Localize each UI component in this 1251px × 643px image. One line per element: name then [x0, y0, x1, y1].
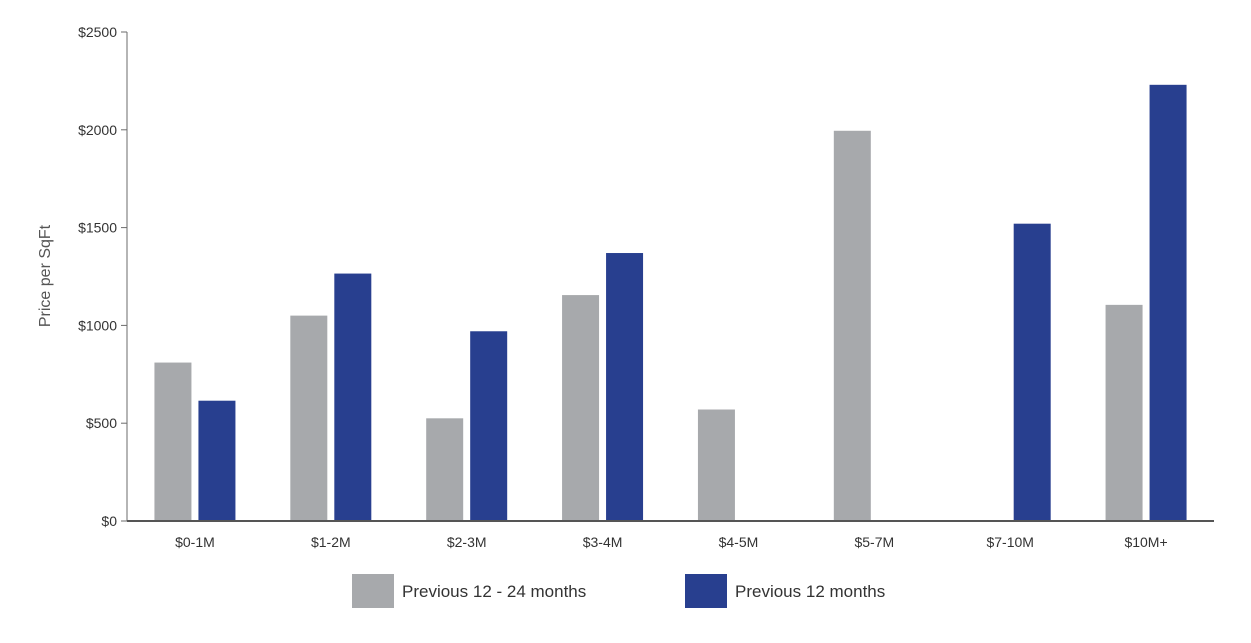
bar-0-1m-series-0: [154, 362, 192, 521]
bar-1-2m-series-1: [334, 273, 372, 521]
y-tick-label: $2000: [78, 122, 117, 138]
x-axis: $0-1M $1-2M $2-3M $3-4M $4-5M $5-7M $7-10M $10M…: [175, 534, 1168, 550]
bar-1-2m-series-0: [290, 315, 328, 521]
bar-7-10m-series-1: [1013, 223, 1051, 522]
x-tick-label: $1-2M: [311, 534, 351, 550]
bar-0-1m-series-1: [198, 400, 236, 521]
x-tick-label: $5-7M: [854, 534, 894, 550]
y-tick-label: $500: [86, 415, 117, 431]
legend-label-previous-12-months: Previous 12 months: [735, 582, 885, 601]
bar-3-4m-series-0: [562, 295, 600, 521]
y-axis: $0 $500 $1000 $1500 $2000 $2500: [78, 24, 127, 529]
bar-10m-series-0: [1105, 304, 1143, 521]
legend-swatch-previous-12-24-months: [352, 574, 394, 608]
bar-5-7m-series-0: [833, 130, 871, 521]
legend-swatch-previous-12-months: [685, 574, 727, 608]
y-tick-label: $1500: [78, 220, 117, 236]
bars-group: [154, 84, 1187, 522]
x-tick-label: $4-5M: [719, 534, 759, 550]
bar-3-4m-series-1: [606, 253, 644, 521]
y-tick-label: $1000: [78, 317, 117, 333]
bar-2-3m-series-0: [426, 418, 464, 521]
bar-2-3m-series-1: [470, 331, 508, 521]
y-tick-label: $2500: [78, 24, 117, 40]
y-axis-title: Price per SqFt: [37, 224, 54, 327]
legend-label-previous-12-24-months: Previous 12 - 24 months: [402, 582, 586, 601]
x-tick-label: $0-1M: [175, 534, 215, 550]
x-tick-label: $3-4M: [583, 534, 623, 550]
legend: Previous 12 - 24 months Previous 12 mont…: [352, 574, 885, 608]
bar-4-5m-series-0: [697, 409, 735, 521]
y-tick-label: $0: [101, 513, 117, 529]
bar-10m-series-1: [1149, 84, 1187, 521]
x-tick-label: $7-10M: [986, 534, 1033, 550]
x-tick-label: $2-3M: [447, 534, 487, 550]
x-tick-label: $10M+: [1124, 534, 1167, 550]
